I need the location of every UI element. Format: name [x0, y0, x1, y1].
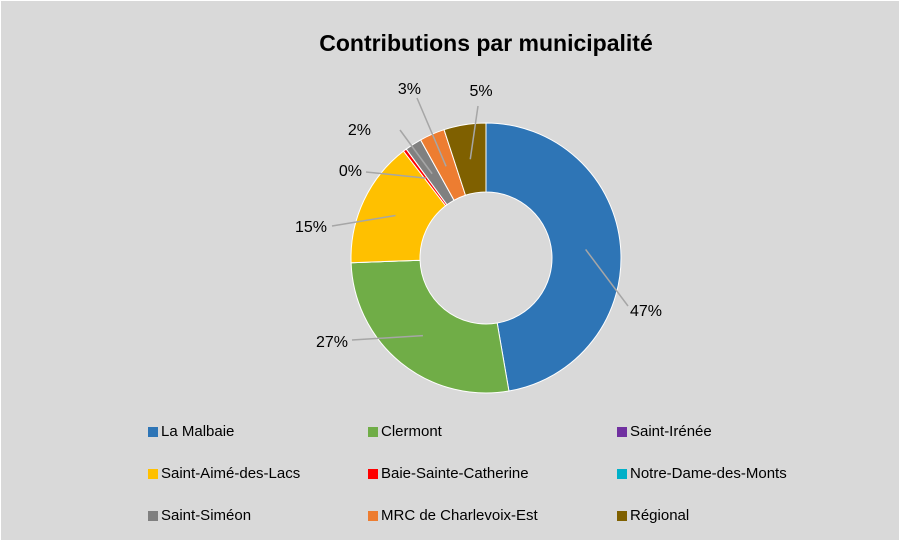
leader-line: [585, 249, 629, 307]
legend-swatch: [368, 469, 378, 479]
legend-swatch: [617, 469, 627, 479]
data-label: 0%: [339, 163, 362, 180]
leader-line: [416, 97, 447, 167]
data-label: 47%: [630, 303, 662, 320]
data-label: 5%: [469, 83, 492, 100]
legend-label: La Malbaie: [161, 423, 234, 440]
leader-line: [351, 334, 423, 341]
data-label: 15%: [295, 219, 327, 236]
donut-slice: [350, 259, 510, 394]
donut-slice: [485, 122, 622, 392]
legend-label: Saint-Siméon: [161, 507, 251, 524]
legend-swatch: [148, 427, 158, 437]
legend-label: Notre-Dame-des-Monts: [630, 465, 787, 482]
legend-label: Saint-Irénée: [630, 423, 712, 440]
leader-line: [365, 171, 426, 179]
leader-line: [469, 105, 479, 160]
chart-title: Contributions par municipalité: [319, 30, 653, 56]
legend-swatch: [617, 427, 627, 437]
leader-line: [331, 214, 396, 227]
legend-label: Clermont: [381, 423, 443, 440]
legend-swatch: [368, 511, 378, 521]
legend-swatch: [617, 511, 627, 521]
data-label: 3%: [398, 81, 421, 98]
legend-label: MRC de Charlevoix-Est: [381, 507, 539, 524]
legend-swatch: [148, 511, 158, 521]
legend-label: Saint-Aimé-des-Lacs: [161, 465, 300, 482]
leader-line: [399, 129, 433, 175]
data-label: 27%: [316, 334, 348, 351]
legend-label: Baie-Sainte-Catherine: [381, 465, 529, 482]
legend-swatch: [148, 469, 158, 479]
data-label: 2%: [348, 122, 371, 139]
donut-slice: [443, 122, 487, 196]
legend-label: Régional: [630, 507, 689, 524]
legend-swatch: [368, 427, 378, 437]
